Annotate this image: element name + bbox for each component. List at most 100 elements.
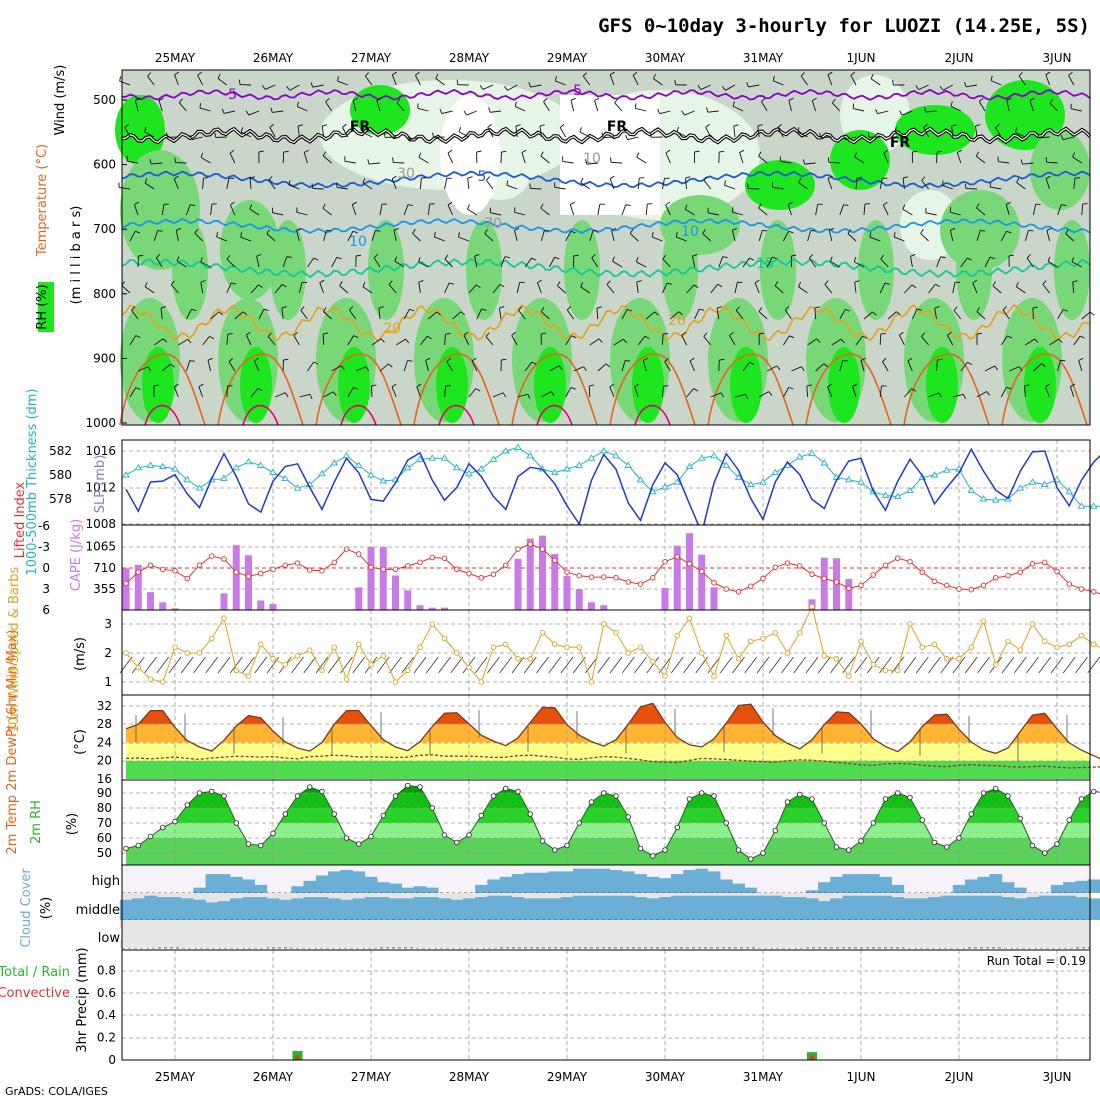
rh2m-point <box>539 838 546 844</box>
rh2m-point <box>907 794 913 801</box>
rh2m-point <box>196 790 203 796</box>
wind-barb <box>524 361 533 372</box>
wind-barb <box>352 100 357 112</box>
wind-barb-flag <box>135 97 141 101</box>
lifted-index-point <box>576 572 583 579</box>
cloud-bar <box>548 898 562 920</box>
wind-barb-10m <box>499 656 513 674</box>
temp-band <box>126 760 1090 779</box>
wind-barb-flag <box>484 229 488 234</box>
wind-barb-flag <box>521 149 527 153</box>
rh-moist-area <box>660 195 740 255</box>
rh2m-point <box>368 833 374 840</box>
wind-barb <box>1073 178 1076 190</box>
wind-barb-10m <box>315 656 329 674</box>
thickness-point <box>452 463 461 471</box>
cloud-low-clear-bar <box>291 946 304 948</box>
wind-barb-flag <box>823 363 829 368</box>
wind-barb-10m <box>928 656 941 674</box>
wind-barb-flag <box>893 232 896 238</box>
wind-barb-10m <box>683 656 696 674</box>
wind-barb <box>487 127 494 138</box>
wind-barb-flag <box>1026 254 1031 259</box>
wind-barb-flag <box>883 201 888 206</box>
cloud-bar <box>119 899 133 920</box>
wind-barb-flag <box>921 176 926 181</box>
rh2m-point <box>797 791 803 798</box>
thickness-point <box>930 471 939 478</box>
wind-barb-flag <box>371 384 377 387</box>
cloud-axis-label: Cloud Cover <box>19 868 34 948</box>
wind-barb <box>428 311 438 320</box>
wind-barb <box>681 334 688 346</box>
wind-barb <box>894 131 905 138</box>
wind-barb <box>444 282 450 294</box>
wind-barb-flag <box>625 134 628 140</box>
wind-barb-flag <box>676 126 679 132</box>
wind-barb <box>373 257 381 268</box>
wind-barb <box>1018 75 1026 86</box>
wind-barb <box>565 387 572 398</box>
wind-barb <box>627 136 639 141</box>
wind-barb <box>234 311 244 320</box>
wind-barb-flag <box>953 306 958 311</box>
wind-barb-flag <box>367 159 370 165</box>
wind-barb-flag <box>529 183 531 189</box>
pressure-tick-label: 1000 <box>85 416 116 430</box>
wind-barb <box>319 282 325 294</box>
wind-barb <box>362 286 373 294</box>
top-date-label: 28MAY <box>449 51 490 65</box>
wind-barb <box>854 282 857 294</box>
lifted-index-point <box>748 583 754 589</box>
wind-barb <box>447 152 454 164</box>
wind-barb <box>161 363 171 372</box>
rh-very-low-area <box>440 95 500 215</box>
wind-barb-flag <box>485 332 490 337</box>
wind-barb-flag <box>935 283 940 288</box>
wind-barb-flag <box>986 391 991 396</box>
wind-barb-flag <box>476 150 482 153</box>
wind-barb-flag <box>899 331 904 336</box>
cloud-bar <box>597 868 611 893</box>
wind-barb <box>299 393 311 398</box>
wind-barb <box>742 361 750 372</box>
wind-barb-10m <box>756 656 770 674</box>
top-date-label: 1JUN <box>847 51 876 65</box>
thickness-point <box>710 451 718 459</box>
lifted-index-point <box>711 579 717 586</box>
cloud-bar <box>965 879 978 893</box>
wind-barb-flag <box>674 79 677 85</box>
cloud-bar <box>1075 880 1088 893</box>
precip-convective-bar <box>810 1055 814 1060</box>
wind10-point <box>1005 638 1011 645</box>
wind-barb-flag <box>362 282 366 287</box>
wind-barb <box>258 308 265 320</box>
wind-barb-flag <box>365 72 370 77</box>
wind-barb-10m <box>1001 656 1015 674</box>
wind-barb-flag <box>446 357 451 362</box>
wind-barb-flag <box>675 232 678 238</box>
lifted-index-point <box>429 554 436 561</box>
wind-barb <box>950 211 961 216</box>
wind-barb <box>245 334 252 346</box>
wind-barb-flag <box>1041 363 1046 368</box>
wind-barb-flag <box>158 97 164 101</box>
wind-barb <box>975 126 978 138</box>
wind-barb-10m <box>389 656 402 674</box>
cloud-bar <box>279 899 292 920</box>
wind-barb-flag <box>777 123 782 128</box>
wind10-point <box>650 658 656 665</box>
rh-label-swatch <box>38 282 54 332</box>
cape-bar <box>514 558 522 610</box>
wind-barb-flag <box>788 97 794 101</box>
wind-barb-flag <box>827 157 830 163</box>
wind-barb <box>364 75 373 86</box>
wind-barb-10m <box>903 656 917 674</box>
cloud-bar <box>389 898 402 920</box>
isotherm-label: 30 <box>397 166 415 182</box>
wind-barb-10m <box>536 656 549 674</box>
wind-barb-flag <box>373 254 378 259</box>
wind-barb-flag <box>501 150 507 153</box>
lifted-index-point <box>858 582 864 589</box>
wind-barb <box>784 309 792 320</box>
